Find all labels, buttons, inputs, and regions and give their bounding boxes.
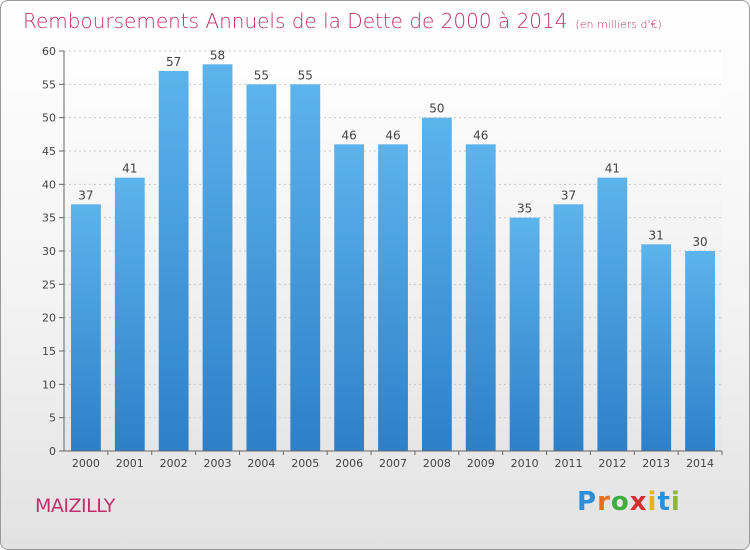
- bar: [114, 177, 145, 451]
- x-tick-label: 2003: [204, 457, 232, 470]
- x-tick-label: 2007: [379, 457, 407, 470]
- y-tick-label: 60: [42, 45, 56, 58]
- bar-value-label: 50: [429, 102, 444, 116]
- x-tick-label: 2000: [72, 457, 100, 470]
- bar-value-label: 58: [210, 48, 225, 62]
- bar: [158, 71, 189, 451]
- y-tick-label: 20: [42, 312, 56, 325]
- chart-title-text: Remboursements Annuels de la Dette de 20…: [23, 9, 568, 33]
- bar-value-label: 55: [298, 68, 313, 82]
- bar-value-label: 35: [517, 202, 532, 216]
- bar: [246, 84, 277, 451]
- x-tick-label: 2011: [554, 457, 582, 470]
- y-tick-label: 45: [42, 145, 56, 158]
- bar-value-label: 41: [605, 162, 620, 176]
- y-tick-label: 5: [49, 412, 56, 425]
- x-tick-label: 2013: [642, 457, 670, 470]
- x-tick-label: 2005: [291, 457, 319, 470]
- x-tick-label: 2014: [686, 457, 714, 470]
- proxiti-logo: Proxiti: [577, 487, 681, 517]
- bar: [71, 204, 101, 451]
- bar: [421, 117, 452, 452]
- bar: [509, 217, 540, 451]
- x-tick-label: 2006: [335, 457, 363, 470]
- y-tick-label: 55: [42, 78, 56, 91]
- bar-value-label: 55: [254, 68, 269, 82]
- bar-value-label: 46: [341, 128, 356, 142]
- chart-title: Remboursements Annuels de la Dette de 20…: [23, 9, 662, 33]
- place-name: MAIZILLY: [35, 495, 115, 517]
- bar: [685, 251, 715, 451]
- bar: [378, 144, 408, 452]
- bar: [641, 244, 672, 451]
- bar: [290, 84, 321, 451]
- x-tick-label: 2001: [116, 457, 144, 470]
- x-tick-label: 2010: [511, 457, 539, 470]
- y-tick-label: 25: [42, 278, 56, 291]
- x-tick-label: 2008: [423, 457, 451, 470]
- bar-value-label: 37: [78, 188, 93, 202]
- bar-value-label: 46: [473, 128, 488, 142]
- axes: 0 5 10 15 20 25 30 35 40 45 50 55 60 2000 2001 2002 2003…: [42, 45, 723, 470]
- bar-series: 37 41 57 58 55 55 46 46 50 46 35 37 41 31 30: [71, 48, 715, 452]
- bar-value-label: 31: [649, 228, 664, 242]
- bar: [465, 144, 496, 452]
- x-tick-label: 2004: [247, 457, 275, 470]
- bar: [597, 177, 628, 451]
- bar: [202, 64, 233, 452]
- bar-value-label: 30: [692, 235, 707, 249]
- bar: [334, 144, 365, 452]
- x-tick-label: 2012: [598, 457, 626, 470]
- y-tick-label: 10: [42, 378, 56, 391]
- x-tick-label: 2009: [467, 457, 495, 470]
- y-tick-label: 15: [42, 345, 56, 358]
- bar: [553, 204, 584, 451]
- y-tick-label: 50: [42, 112, 56, 125]
- y-tick-label: 30: [42, 245, 56, 258]
- x-tick-label: 2002: [160, 457, 188, 470]
- bar-value-label: 46: [385, 128, 400, 142]
- chart-unit-label: (en milliers d'€): [575, 18, 662, 31]
- y-tick-label: 40: [42, 178, 56, 191]
- bar-value-label: 57: [166, 55, 181, 69]
- y-tick-label: 0: [49, 445, 56, 458]
- y-tick-label: 35: [42, 212, 56, 225]
- bar-value-label: 37: [561, 188, 576, 202]
- bar-value-label: 41: [122, 162, 137, 176]
